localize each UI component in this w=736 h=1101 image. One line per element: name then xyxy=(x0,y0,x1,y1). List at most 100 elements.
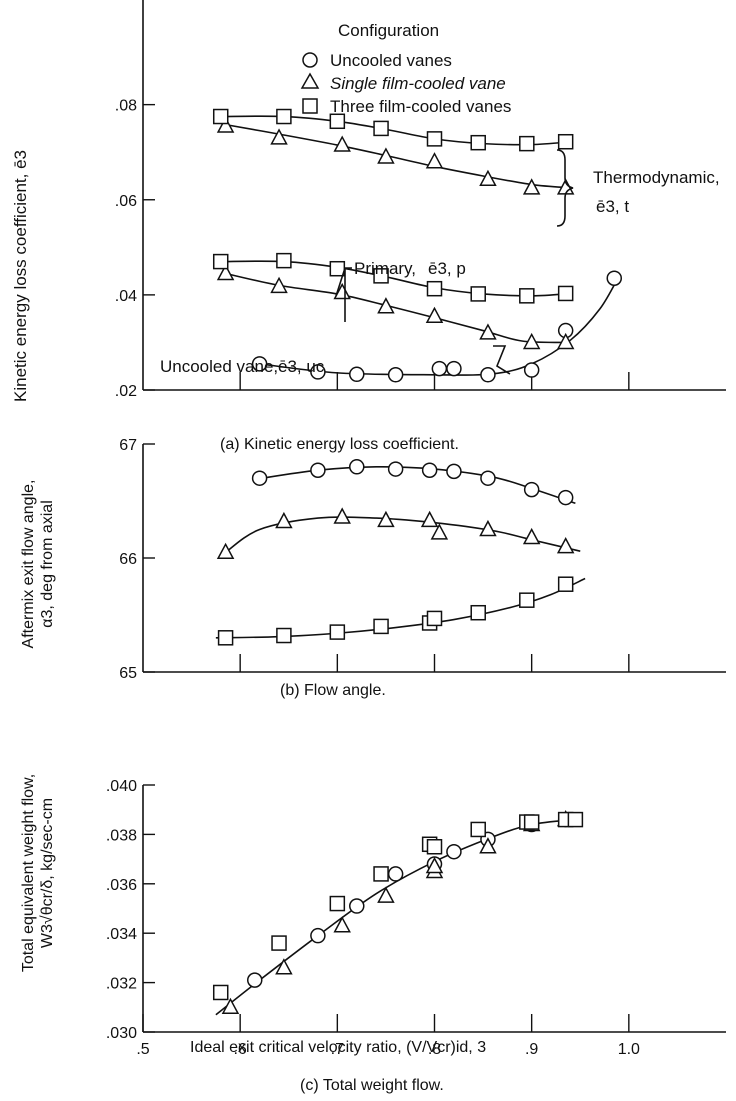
panel-c-fit-curves xyxy=(215,818,576,1016)
square-marker xyxy=(217,630,234,646)
square-marker xyxy=(557,133,574,150)
x-tick-label: .7 xyxy=(331,1041,344,1058)
legend-label: Uncooled vanes xyxy=(330,51,452,70)
triangle-marker xyxy=(333,135,351,152)
square-marker xyxy=(426,610,443,627)
panel-c-ylabel-line1: Total equivalent weight flow, xyxy=(20,774,37,972)
legend-square-marker xyxy=(302,98,318,114)
uncooled-symbol: ē3, uc xyxy=(278,357,325,376)
square-marker xyxy=(470,286,486,302)
legend-item-three: Three film-cooled vanes xyxy=(302,97,511,116)
y-tick-label: .030 xyxy=(106,1025,137,1042)
triangle-marker xyxy=(377,297,395,314)
panel-c-weight-flow: .030 .032 .034 .036 .038 .040 .5 .6 .7 .8 .9 1.0 To… xyxy=(20,774,726,1094)
circle-marker xyxy=(246,972,263,988)
circle-marker xyxy=(387,367,404,383)
triangle-marker xyxy=(425,306,444,324)
circle-marker xyxy=(387,461,404,477)
triangle-marker xyxy=(479,519,497,537)
primary-label: Primary, xyxy=(354,259,416,278)
triangle-marker xyxy=(333,282,351,300)
panel-a-caption: (a) Kinetic energy loss coefficient. xyxy=(220,436,459,453)
y-tick-label: .038 xyxy=(106,827,137,844)
square-marker xyxy=(567,811,584,828)
panel-b-flow-angle: 65 66 67 Aftermix exit flow angle, α3, deg… xyxy=(20,437,726,699)
primary-leader xyxy=(335,267,352,322)
circle-marker xyxy=(421,462,438,478)
circle-marker xyxy=(557,489,574,506)
y-tick-label: .08 xyxy=(115,98,137,115)
circle-marker xyxy=(251,356,268,372)
circle-marker xyxy=(606,270,623,286)
legend: Configuration Uncooled vanes Single film… xyxy=(300,21,511,116)
circle-marker xyxy=(349,459,365,475)
legend-label: Single film-cooled vane xyxy=(330,74,506,93)
square-marker xyxy=(470,821,486,838)
y-tick-label: 65 xyxy=(119,665,137,682)
panel-b-axes: 65 66 67 xyxy=(119,437,726,682)
x-tick-label: 1.0 xyxy=(618,1041,640,1058)
y-tick-label: 67 xyxy=(119,437,137,454)
fit-curve xyxy=(215,818,576,1016)
square-marker xyxy=(212,108,229,125)
circle-marker xyxy=(387,866,404,882)
triangle-marker xyxy=(522,527,541,545)
square-marker xyxy=(523,814,540,830)
y-tick-label: 66 xyxy=(119,551,137,568)
square-marker xyxy=(329,624,346,640)
circle-marker xyxy=(446,360,462,377)
triangle-marker xyxy=(556,537,575,554)
y-tick-label: .04 xyxy=(115,288,137,305)
fit-curve xyxy=(215,577,586,639)
square-marker xyxy=(373,120,389,137)
square-marker xyxy=(271,935,287,951)
panel-a-ylabel: Kinetic energy loss coefficient, ē3 xyxy=(11,150,30,402)
triangle-marker xyxy=(425,152,444,169)
triangle-marker xyxy=(377,147,395,164)
x-tick-label: .5 xyxy=(136,1041,149,1058)
y-tick-label: .034 xyxy=(106,926,137,943)
square-marker xyxy=(426,280,443,297)
circle-marker xyxy=(446,463,462,480)
square-marker xyxy=(426,839,443,855)
legend-triangle-marker xyxy=(300,72,320,89)
square-marker xyxy=(519,592,535,608)
triangle-marker xyxy=(275,958,293,975)
triangle-marker xyxy=(430,523,449,540)
circle-marker xyxy=(431,360,448,377)
square-marker xyxy=(373,268,389,284)
panel-b-caption: (b) Flow angle. xyxy=(280,682,386,699)
fit-curve xyxy=(225,123,571,189)
legend-item-uncooled: Uncooled vanes xyxy=(302,51,452,70)
panel-c-xlabel: Ideal exit critical velocity ratio, (V/V… xyxy=(190,1039,486,1056)
triangle-marker xyxy=(479,323,497,340)
square-marker xyxy=(373,618,389,635)
triangle-marker xyxy=(556,332,575,350)
y-tick-label: .02 xyxy=(115,383,137,400)
triangle-marker xyxy=(333,507,351,524)
triangle-marker xyxy=(479,169,497,187)
triangle-marker xyxy=(479,837,497,854)
triangle-marker xyxy=(216,542,235,560)
square-marker xyxy=(470,134,486,151)
thermodynamic-brace xyxy=(556,149,574,227)
panel-c-axes: .030 .032 .034 .036 .038 .040 .5 .6 .7 .8 .9 1.0 xyxy=(106,778,726,1058)
panel-a-markers xyxy=(212,108,623,383)
triangle-marker xyxy=(522,332,541,350)
circle-marker xyxy=(480,470,496,486)
triangle-marker xyxy=(275,511,293,529)
legend-title: Configuration xyxy=(338,21,439,40)
legend-circle-marker xyxy=(302,52,318,68)
thermodynamic-label: Thermodynamic, xyxy=(593,168,720,187)
triangle-marker xyxy=(216,116,235,133)
square-marker xyxy=(276,627,292,644)
x-tick-label: .9 xyxy=(525,1041,538,1058)
circle-marker xyxy=(523,481,540,498)
triangle-marker xyxy=(333,916,351,933)
panel-a-loss-coefficient: .02 .04 .06 .08 Kinetic energy loss coeffic… xyxy=(11,0,726,453)
triangle-marker xyxy=(270,128,288,145)
circle-marker xyxy=(523,362,540,378)
triangle-marker xyxy=(377,886,395,903)
square-marker xyxy=(329,113,346,130)
